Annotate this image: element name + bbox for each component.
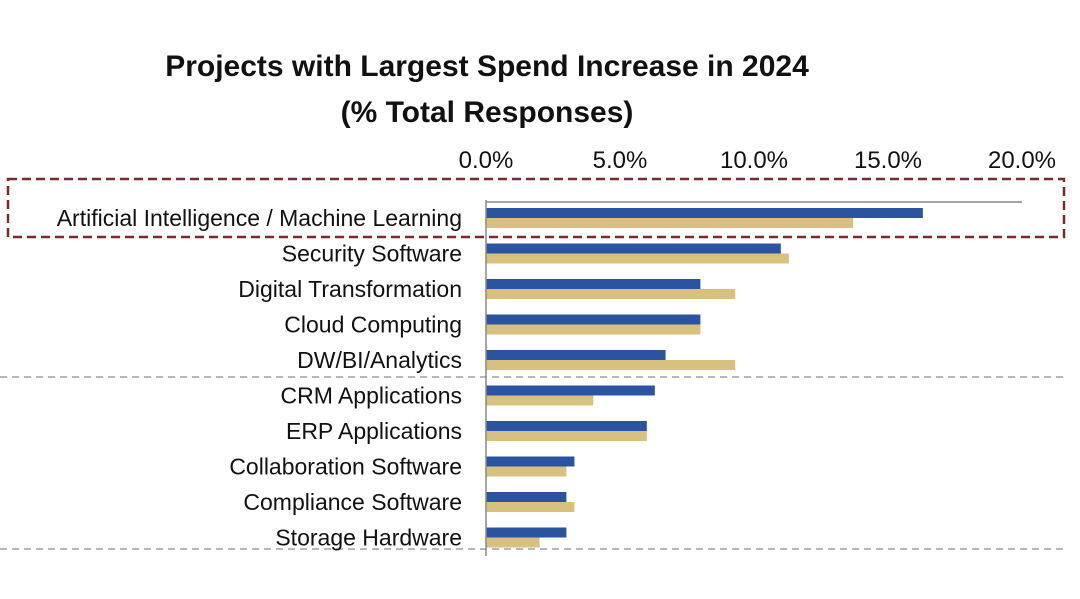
category-label: CRM Applications	[280, 383, 462, 409]
bar-series-2	[486, 431, 647, 441]
bar-series-1	[486, 243, 781, 254]
category-labels: Artificial Intelligence / Machine Learni…	[57, 205, 462, 551]
chart-title: Projects with Largest Spend Increase in …	[165, 50, 809, 83]
x-axis-ticks: 0.0% 5.0% 10.0% 15.0% 20.0%	[459, 147, 1056, 174]
bar-series-2	[486, 466, 567, 477]
chart-subtitle: (% Total Responses)	[341, 96, 634, 129]
bar-series-2	[486, 324, 701, 335]
bar-series-2	[486, 360, 736, 370]
bar-series-2	[486, 537, 540, 548]
bar-series-2	[486, 218, 854, 228]
x-tick-label: 15.0%	[854, 147, 922, 174]
bar-series-2	[486, 395, 594, 406]
x-tick-label: 20.0%	[988, 147, 1056, 174]
bar-series-1	[486, 208, 923, 218]
bar-series-1	[486, 527, 567, 538]
category-label: Security Software	[282, 241, 462, 267]
category-label: Digital Transformation	[238, 276, 462, 302]
bar-series-2	[486, 502, 575, 512]
bar-series-2	[486, 253, 789, 264]
x-tick-label: 10.0%	[720, 147, 788, 174]
bar-series-2	[486, 289, 736, 299]
category-label: Cloud Computing	[284, 312, 462, 338]
category-label: Compliance Software	[243, 489, 462, 515]
category-label: Collaboration Software	[229, 454, 462, 480]
bars	[486, 208, 923, 548]
category-label: Storage Hardware	[275, 525, 462, 551]
category-label: ERP Applications	[286, 418, 462, 444]
x-tick-label: 0.0%	[459, 147, 514, 174]
bar-series-1	[486, 314, 701, 325]
category-label: Artificial Intelligence / Machine Learni…	[57, 205, 462, 231]
bar-series-1	[486, 385, 655, 396]
bar-series-1	[486, 350, 666, 360]
category-label: DW/BI/Analytics	[297, 347, 462, 373]
highlight-box	[6, 177, 1066, 239]
bar-series-1	[486, 279, 701, 289]
bar-series-1	[486, 492, 567, 502]
bar-series-1	[486, 456, 575, 467]
x-tick-label: 5.0%	[593, 147, 648, 174]
bar-series-1	[486, 421, 647, 431]
